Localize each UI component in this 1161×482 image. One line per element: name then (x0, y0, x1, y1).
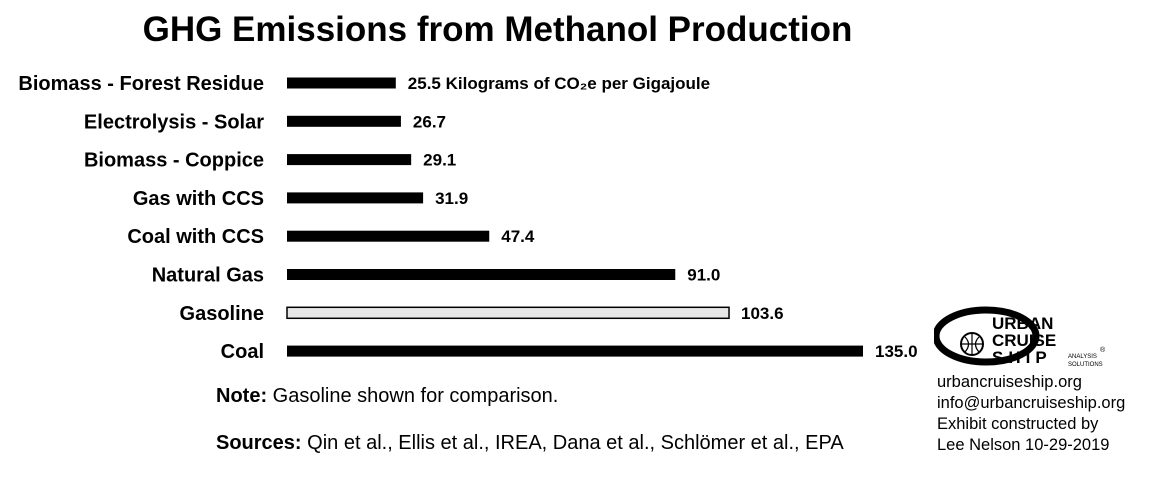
sources-text: Qin et al., Ellis et al., IREA, Dana et … (301, 432, 844, 454)
value-label-coal-with-ccs: 47.4 (501, 227, 535, 246)
category-label-coal: Coal (221, 341, 264, 363)
category-label-biomass-coppice: Biomass - Coppice (84, 150, 264, 172)
category-label-biomass-forest-residue: Biomass - Forest Residue (18, 73, 264, 95)
value-label-gas-with-ccs: 31.9 (435, 189, 468, 208)
value-label-biomass-forest-residue: 25.5 Kilograms of CO₂e per Gigajoule (408, 74, 710, 93)
logo-line3: SHIP (992, 348, 1052, 367)
value-label-gasoline: 103.6 (741, 304, 784, 323)
credit-author-date: Lee Nelson 10-29-2019 (937, 436, 1110, 454)
logo-line2: CRUISE (992, 331, 1056, 350)
logo-registered-mark: ® (1100, 346, 1106, 354)
credits: urbancruiseship.org info@urbancruiseship… (937, 372, 1125, 456)
category-label-natural-gas: Natural Gas (152, 265, 264, 287)
bar-biomass-forest-residue (287, 77, 396, 89)
logo-tagline1: ANALYSIS (1068, 354, 1097, 360)
category-label-gas-with-ccs: Gas with CCS (133, 188, 264, 210)
bar-coal-with-ccs (287, 230, 490, 242)
category-label-gasoline: Gasoline (180, 303, 264, 325)
chart-sources: Sources: Qin et al., Ellis et al., IREA,… (216, 432, 844, 455)
value-label-natural-gas: 91.0 (687, 266, 720, 285)
credit-website: urbancruiseship.org (937, 373, 1082, 391)
logo-line1: URBAN (992, 314, 1053, 333)
chart-title: GHG Emissions from Methanol Production (142, 10, 853, 49)
note-text: Gasoline shown for comparison. (267, 385, 559, 407)
value-label-biomass-coppice: 29.1 (423, 151, 456, 170)
bar-gasoline (286, 306, 730, 320)
value-label-coal: 135.0 (875, 342, 918, 361)
value-label-electrolysis-solar: 26.7 (413, 112, 446, 131)
logo-tagline2: SOLUTIONS (1068, 362, 1103, 368)
bar-natural-gas (287, 269, 676, 280)
category-label-coal-with-ccs: Coal with CCS (127, 226, 264, 248)
bar-coal (287, 345, 863, 357)
chart-note: Note: Gasoline shown for comparison. (216, 385, 558, 408)
credit-constructed: Exhibit constructed by (937, 415, 1099, 433)
bar-biomass-coppice (287, 154, 412, 166)
bar-gas-with-ccs (287, 192, 424, 204)
urban-cruise-ship-logo: URBAN CRUISE SHIP ANALYSIS SOLUTIONS ® (934, 306, 1106, 368)
logo-globe-lines (962, 333, 982, 355)
credit-email: info@urbancruiseship.org (937, 394, 1126, 412)
sources-lead: Sources: (216, 432, 302, 454)
bar-electrolysis-solar (287, 115, 401, 127)
logo-ring (934, 306, 1040, 366)
category-label-electrolysis-solar: Electrolysis - Solar (84, 111, 264, 133)
note-lead: Note: (216, 385, 268, 407)
